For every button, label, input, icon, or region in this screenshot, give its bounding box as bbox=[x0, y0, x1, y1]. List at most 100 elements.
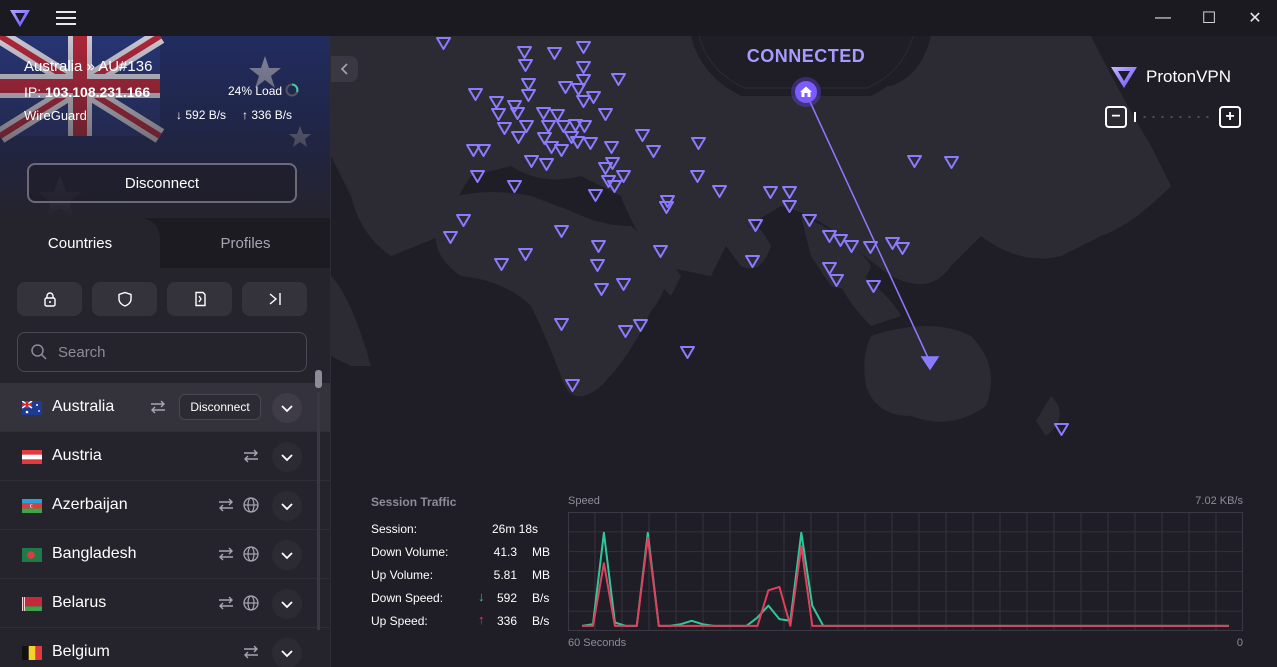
expand-button[interactable] bbox=[272, 638, 302, 667]
search-input[interactable]: Search bbox=[58, 343, 106, 361]
search-field[interactable]: Search bbox=[17, 332, 307, 372]
server-marker-icon[interactable] bbox=[588, 189, 603, 202]
server-marker-icon[interactable] bbox=[443, 231, 458, 244]
server-marker-icon[interactable] bbox=[537, 132, 552, 145]
server-marker-icon[interactable] bbox=[802, 214, 817, 227]
server-marker-icon[interactable] bbox=[510, 107, 525, 120]
server-marker-icon[interactable] bbox=[616, 170, 631, 183]
server-marker-icon[interactable] bbox=[822, 262, 837, 275]
server-marker-icon[interactable] bbox=[833, 234, 848, 247]
server-marker-icon[interactable] bbox=[633, 319, 648, 332]
country-row-australia[interactable]: Australia Disconnect bbox=[0, 383, 330, 432]
server-marker-icon[interactable] bbox=[565, 379, 580, 392]
server-marker-icon[interactable] bbox=[691, 137, 706, 150]
server-marker-icon[interactable] bbox=[598, 108, 613, 121]
server-marker-icon[interactable] bbox=[436, 37, 451, 50]
server-marker-icon[interactable] bbox=[576, 74, 591, 87]
expand-button[interactable] bbox=[272, 491, 302, 521]
secure-core-filter-button[interactable] bbox=[17, 282, 82, 316]
server-marker-icon[interactable] bbox=[659, 201, 674, 214]
server-marker-icon[interactable] bbox=[554, 144, 569, 157]
server-marker-icon[interactable] bbox=[507, 180, 522, 193]
server-marker-icon[interactable] bbox=[604, 141, 619, 154]
collapse-sidebar-button[interactable] bbox=[331, 56, 358, 82]
server-marker-icon[interactable] bbox=[518, 59, 533, 72]
server-marker-icon[interactable] bbox=[539, 158, 554, 171]
server-marker-icon[interactable] bbox=[611, 73, 626, 86]
server-marker-icon[interactable] bbox=[521, 78, 536, 91]
server-marker-icon[interactable] bbox=[571, 83, 586, 96]
server-marker-icon[interactable] bbox=[598, 162, 613, 175]
server-marker-icon[interactable] bbox=[748, 219, 763, 232]
tab-profiles[interactable]: Profiles bbox=[220, 234, 271, 252]
server-marker-icon[interactable] bbox=[1054, 423, 1069, 436]
server-marker-icon[interactable] bbox=[524, 155, 539, 168]
server-marker-icon[interactable] bbox=[468, 88, 483, 101]
tab-countries[interactable]: Countries bbox=[0, 218, 160, 268]
server-marker-icon[interactable] bbox=[536, 107, 551, 120]
server-marker-icon[interactable] bbox=[866, 280, 881, 293]
server-marker-icon[interactable] bbox=[944, 156, 959, 169]
server-marker-icon[interactable] bbox=[680, 346, 695, 359]
server-marker-icon[interactable] bbox=[822, 230, 837, 243]
server-marker-icon[interactable] bbox=[646, 145, 661, 158]
country-row-belgium[interactable]: Belgium bbox=[0, 628, 330, 667]
expand-button[interactable] bbox=[272, 540, 302, 570]
scrollbar-thumb[interactable] bbox=[315, 370, 322, 388]
server-marker-icon[interactable] bbox=[594, 283, 609, 296]
server-marker-icon[interactable] bbox=[547, 47, 562, 60]
expand-button[interactable] bbox=[272, 442, 302, 472]
home-location-icon[interactable] bbox=[790, 76, 822, 108]
server-marker-icon[interactable] bbox=[554, 318, 569, 331]
server-marker-icon[interactable] bbox=[494, 258, 509, 271]
server-marker-icon[interactable] bbox=[618, 325, 633, 338]
server-marker-icon[interactable] bbox=[476, 144, 491, 157]
server-marker-icon[interactable] bbox=[497, 122, 512, 135]
server-marker-icon[interactable] bbox=[456, 214, 471, 227]
server-marker-icon[interactable] bbox=[576, 41, 591, 54]
server-marker-icon[interactable] bbox=[518, 248, 533, 261]
country-row-azerbaijan[interactable]: Azerbaijan bbox=[0, 481, 330, 530]
server-marker-icon[interactable] bbox=[607, 180, 622, 193]
p2p-filter-button[interactable] bbox=[167, 282, 232, 316]
server-marker-icon[interactable] bbox=[489, 96, 504, 109]
server-marker-icon[interactable] bbox=[491, 108, 506, 121]
server-marker-icon[interactable] bbox=[576, 61, 591, 74]
zoom-out-button[interactable]: − bbox=[1105, 106, 1127, 128]
server-marker-icon[interactable] bbox=[558, 81, 573, 94]
connected-server-marker-icon[interactable] bbox=[920, 355, 940, 371]
server-marker-icon[interactable] bbox=[590, 259, 605, 272]
server-marker-icon[interactable] bbox=[635, 129, 650, 142]
country-row-belarus[interactable]: Belarus bbox=[0, 579, 330, 628]
server-marker-icon[interactable] bbox=[577, 120, 592, 133]
server-marker-icon[interactable] bbox=[544, 141, 559, 154]
server-markers[interactable] bbox=[331, 36, 1277, 667]
zoom-slider-track[interactable] bbox=[1140, 116, 1212, 118]
server-marker-icon[interactable] bbox=[863, 241, 878, 254]
minimize-button[interactable]: — bbox=[1155, 9, 1171, 26]
server-marker-icon[interactable] bbox=[521, 89, 536, 102]
server-marker-icon[interactable] bbox=[895, 242, 910, 255]
server-marker-icon[interactable] bbox=[829, 274, 844, 287]
server-marker-icon[interactable] bbox=[517, 46, 532, 59]
server-marker-icon[interactable] bbox=[556, 120, 571, 133]
expand-button[interactable] bbox=[272, 589, 302, 619]
server-marker-icon[interactable] bbox=[511, 131, 526, 144]
server-marker-icon[interactable] bbox=[576, 95, 591, 108]
zoom-slider-thumb[interactable] bbox=[1134, 112, 1136, 122]
server-marker-icon[interactable] bbox=[763, 186, 778, 199]
maximize-button[interactable]: ☐ bbox=[1201, 10, 1217, 27]
expand-button[interactable] bbox=[272, 393, 302, 423]
server-marker-icon[interactable] bbox=[782, 186, 797, 199]
server-marker-icon[interactable] bbox=[519, 120, 534, 133]
server-marker-icon[interactable] bbox=[470, 170, 485, 183]
server-marker-icon[interactable] bbox=[541, 120, 556, 133]
server-marker-icon[interactable] bbox=[653, 245, 668, 258]
country-row-bangladesh[interactable]: Bangladesh bbox=[0, 530, 330, 579]
scrollbar-track[interactable] bbox=[317, 392, 320, 630]
zoom-in-button[interactable]: + bbox=[1219, 106, 1241, 128]
country-row-austria[interactable]: Austria bbox=[0, 432, 330, 481]
server-marker-icon[interactable] bbox=[907, 155, 922, 168]
server-marker-icon[interactable] bbox=[616, 278, 631, 291]
server-marker-icon[interactable] bbox=[583, 137, 598, 150]
